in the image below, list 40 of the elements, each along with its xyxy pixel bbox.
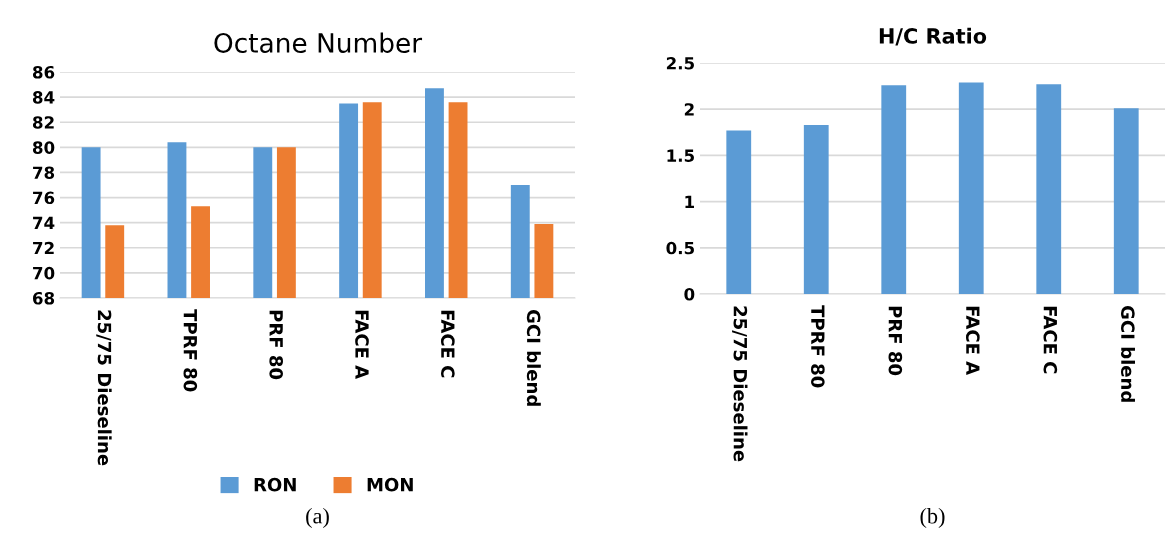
y-tick-label: 1 (685, 195, 694, 208)
x-tick-label: 25/75 Dieseline (732, 306, 748, 462)
legend-label: RON (254, 477, 296, 492)
y-tick-label: 82 (32, 116, 54, 129)
y-tick-label: 1.5 (667, 149, 694, 162)
y-tick-label: 74 (33, 216, 55, 229)
x-tick-label: GCI blend (526, 310, 541, 406)
x-tick-label: TPRF 80 (183, 309, 198, 392)
y-tick-label: 84 (32, 91, 55, 104)
bar (1113, 108, 1139, 294)
chart-title: Octane Number (214, 32, 423, 53)
y-tick-label: 0 (684, 287, 695, 301)
bar (881, 85, 907, 294)
x-tick-label: PRF 80 (888, 306, 903, 376)
chart-title: H/C Ratio (879, 27, 987, 46)
x-tick-label: FACE A (966, 306, 980, 376)
y-tick-label: 76 (33, 191, 55, 205)
x-tick-label: FACE A (355, 310, 369, 380)
legend-label: MON (367, 477, 413, 492)
y-tick-label: 80 (32, 141, 55, 154)
y-tick-label: 70 (33, 266, 55, 280)
text: (a) (306, 507, 329, 529)
y-tick-label: 78 (33, 166, 55, 180)
bar (958, 82, 984, 294)
y-tick-label: 86 (32, 65, 55, 79)
y-tick-label: 2.5 (666, 56, 694, 70)
text: (b) (920, 507, 945, 529)
x-tick-label: FACE C (1043, 306, 1058, 374)
x-tick-label: 25/75 Dieseline (96, 310, 112, 466)
x-tick-label: PRF 80 (269, 310, 283, 380)
y-tick-label: 0.5 (666, 241, 694, 255)
x-tick-label: TPRF 80 (811, 305, 825, 388)
x-tick-label: FACE C (441, 310, 455, 378)
bar (726, 130, 752, 294)
y-tick-label: 2 (684, 103, 694, 116)
bar (1036, 84, 1062, 294)
y-tick-label: 68 (32, 291, 55, 305)
y-tick-label: 72 (33, 241, 54, 255)
bar (803, 124, 829, 294)
x-tick-label: GCI blend (1121, 306, 1135, 402)
